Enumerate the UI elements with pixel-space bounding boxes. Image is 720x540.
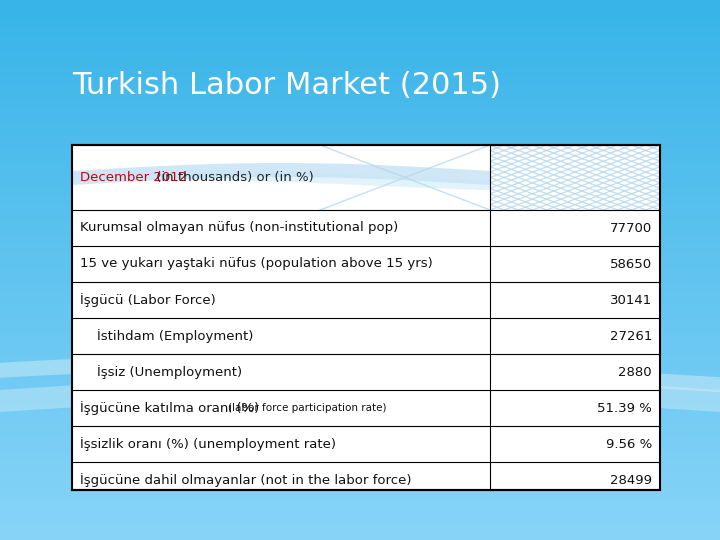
Text: 9.56 %: 9.56 % xyxy=(606,437,652,450)
Text: 51.39 %: 51.39 % xyxy=(597,402,652,415)
Polygon shape xyxy=(72,170,490,190)
Text: İşsizlik oranı (%) (unemployment rate): İşsizlik oranı (%) (unemployment rate) xyxy=(80,437,336,451)
Text: 2880: 2880 xyxy=(618,366,652,379)
Text: 30141: 30141 xyxy=(610,294,652,307)
Text: İstihdam (Employment): İstihdam (Employment) xyxy=(80,329,253,343)
FancyBboxPatch shape xyxy=(72,145,660,490)
Text: (in thousands) or (in %): (in thousands) or (in %) xyxy=(151,171,313,184)
Text: 15 ve yukarı yaştaki nüfus (population above 15 yrs): 15 ve yukarı yaştaki nüfus (population a… xyxy=(80,258,433,271)
Text: 58650: 58650 xyxy=(610,258,652,271)
Text: (labor force participation rate): (labor force participation rate) xyxy=(228,403,387,413)
Text: Turkish Labor Market (2015): Turkish Labor Market (2015) xyxy=(72,71,501,99)
Text: December 2012: December 2012 xyxy=(80,171,187,184)
Text: 77700: 77700 xyxy=(610,221,652,234)
Text: 28499: 28499 xyxy=(610,474,652,487)
Text: İşgücüne dahil olmayanlar (not in the labor force): İşgücüne dahil olmayanlar (not in the la… xyxy=(80,473,412,487)
Polygon shape xyxy=(0,355,720,392)
Text: 27261: 27261 xyxy=(610,329,652,342)
Polygon shape xyxy=(0,375,720,412)
Text: İşgücü (Labor Force): İşgücü (Labor Force) xyxy=(80,293,216,307)
Text: İşgücüne katılma oranı (%): İşgücüne katılma oranı (%) xyxy=(80,401,264,415)
Polygon shape xyxy=(72,163,490,185)
Text: Kurumsal olmayan nüfus (non-institutional pop): Kurumsal olmayan nüfus (non-institutiona… xyxy=(80,221,398,234)
Text: İşsiz (Unemployment): İşsiz (Unemployment) xyxy=(80,365,242,379)
